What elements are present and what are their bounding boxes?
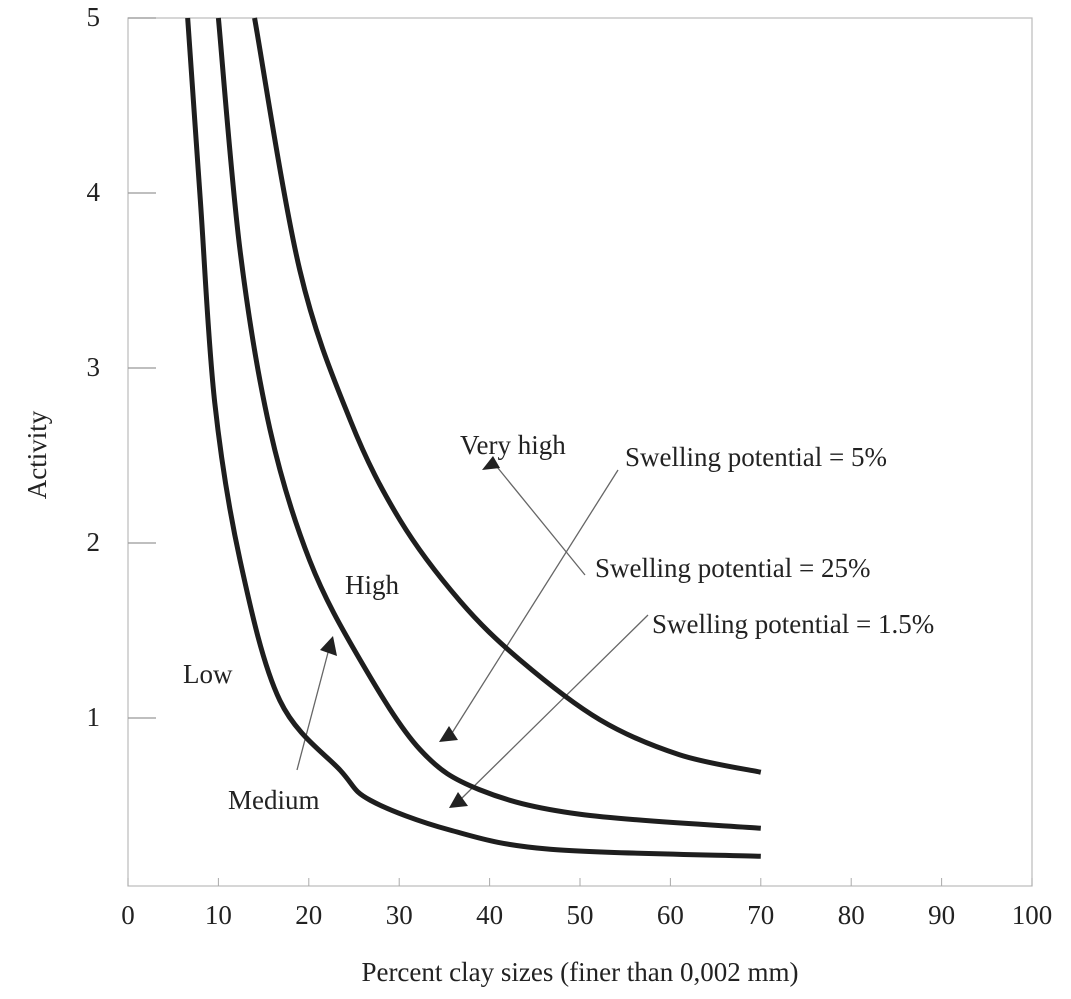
leaders: [296, 456, 649, 808]
curve: [215, 17, 761, 831]
x-tick-label: 20: [295, 900, 322, 930]
x-axis-label: Percent clay sizes (finer than 0,002 mm): [361, 957, 798, 987]
y-axis-label: Activity: [22, 410, 52, 499]
x-tick-label: 90: [928, 900, 955, 930]
y-tick-label: 4: [87, 177, 101, 207]
curve: [252, 17, 762, 775]
series-label: Swelling potential = 1.5%: [652, 609, 934, 639]
y-tick-label: 2: [87, 527, 101, 557]
x-tick-label: 60: [657, 900, 684, 930]
region-label: Low: [183, 659, 233, 689]
y-tick-label: 5: [87, 2, 101, 32]
curve: [185, 17, 761, 859]
region-label: Medium: [228, 785, 320, 815]
x-tick-label: 80: [838, 900, 865, 930]
y-tick-label: 1: [87, 702, 101, 732]
y-tick-label: 3: [87, 352, 101, 382]
region-label: High: [345, 570, 400, 600]
x-tick-label: 50: [567, 900, 594, 930]
leader-line: [451, 469, 619, 734]
leader-line: [459, 614, 649, 801]
x-tick-label: 0: [121, 900, 135, 930]
x-tick-label: 30: [386, 900, 413, 930]
leader-line: [296, 644, 331, 771]
arrow-head: [439, 726, 458, 742]
arrow-head: [449, 792, 468, 808]
series-label: Swelling potential = 25%: [595, 553, 870, 583]
plot-frame: [127, 17, 1033, 887]
x-tick-label: 100: [1012, 900, 1053, 930]
x-tick-label: 10: [205, 900, 232, 930]
series-label: Swelling potential = 5%: [625, 442, 887, 472]
arrow-head: [482, 456, 500, 470]
leader-line: [492, 461, 586, 576]
x-tick-label: 70: [747, 900, 774, 930]
region-label: Very high: [460, 430, 566, 460]
arrow-head: [320, 636, 337, 656]
x-tick-label: 40: [476, 900, 503, 930]
